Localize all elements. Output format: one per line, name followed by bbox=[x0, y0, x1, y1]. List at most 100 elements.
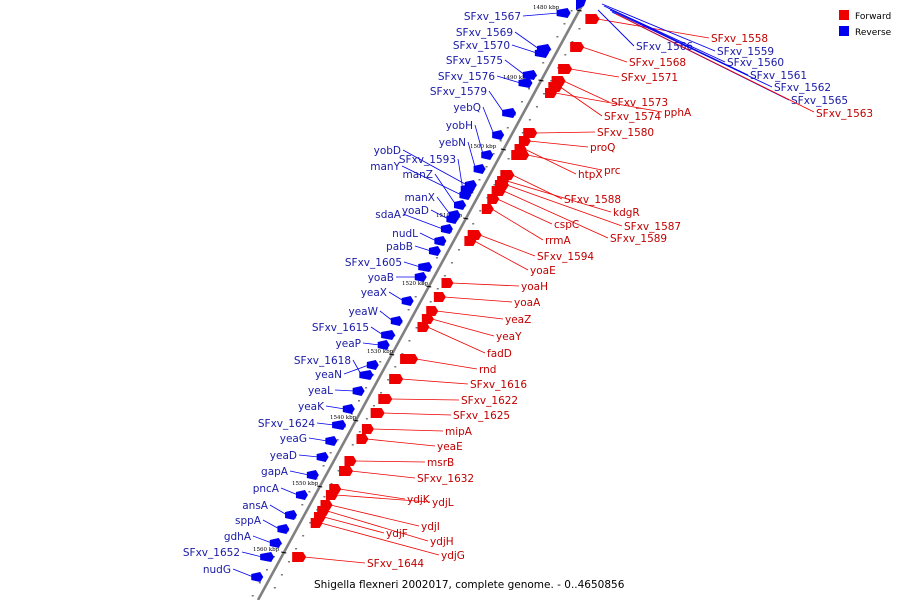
minor-feature-mark bbox=[429, 301, 432, 303]
reverse-feature-yeaD bbox=[316, 452, 329, 462]
minor-feature-mark bbox=[542, 62, 545, 64]
minor-feature-mark bbox=[301, 504, 304, 506]
forward-label-ydjG: ydjG bbox=[441, 550, 465, 562]
reverse-leader-SFxv_1576 bbox=[496, 75, 521, 84]
tick-label: 1530 kbp bbox=[367, 349, 394, 355]
minor-feature-mark bbox=[563, 23, 566, 25]
forward-leader-SFxv_1563 bbox=[615, 13, 815, 113]
forward-leader-SFxv_1644 bbox=[304, 556, 366, 564]
reverse-feature-yebN bbox=[473, 164, 486, 174]
minor-feature-mark bbox=[535, 106, 538, 108]
reverse-label-SFxv_1593: SFxv_1593 bbox=[399, 154, 456, 166]
forward-label-SFxv_1616: SFxv_1616 bbox=[470, 379, 527, 391]
forward-feature-SFxv_1580 bbox=[523, 128, 538, 138]
forward-label-SFxv_1571: SFxv_1571 bbox=[621, 72, 678, 84]
minor-feature-mark bbox=[273, 587, 276, 589]
minor-feature-mark bbox=[251, 595, 254, 597]
forward-feature-top bbox=[592, 14, 600, 20]
reverse-feature-gapA bbox=[306, 470, 319, 480]
reverse-label-SFxv_1559: SFxv_1559 bbox=[717, 46, 774, 58]
reverse-leader-yobD bbox=[402, 149, 468, 186]
reverse-feature-yeaP bbox=[377, 340, 390, 350]
reverse-label-yoaD: yoaD bbox=[402, 205, 429, 217]
forward-label-SFxv_1622: SFxv_1622 bbox=[461, 395, 518, 407]
forward-label-SFxv_1625: SFxv_1625 bbox=[453, 410, 510, 422]
reverse-leader-yoaD bbox=[430, 209, 449, 220]
reverse-label-yeaN: yeaN bbox=[315, 369, 342, 381]
forward-label-fadD: fadD bbox=[487, 348, 512, 360]
minor-feature-mark bbox=[478, 179, 481, 181]
reverse-label-SFxv_1569: SFxv_1569 bbox=[456, 27, 513, 39]
reverse-label-SFxv_1561: SFxv_1561 bbox=[750, 70, 807, 82]
forward-leader-prc bbox=[527, 154, 603, 171]
forward-label-prc: prc bbox=[604, 165, 621, 177]
reverse-label-SFxv_1565: SFxv_1565 bbox=[791, 95, 848, 107]
forward-feature-yoaA bbox=[433, 292, 446, 302]
forward-feature-SFxv_1625 bbox=[370, 408, 385, 418]
tick-mark bbox=[500, 148, 506, 151]
forward-leader-rrmA bbox=[491, 208, 544, 241]
reverse-feature-SFxv_1605 bbox=[418, 262, 433, 272]
reverse-leader-manZ bbox=[434, 173, 457, 206]
reverse-feature-top bbox=[576, 0, 586, 10]
reverse-label-SFxv_1566: SFxv_1566 bbox=[636, 41, 693, 53]
reverse-feature-yeaX bbox=[401, 296, 414, 306]
reverse-label-SFxv_1605: SFxv_1605 bbox=[345, 257, 402, 269]
forward-label-yoaE: yoaE bbox=[530, 265, 556, 277]
reverse-label-yeaL: yeaL bbox=[308, 385, 333, 397]
forward-label-SFxv_1568: SFxv_1568 bbox=[629, 57, 686, 69]
forward-label-ydjI: ydjI bbox=[421, 521, 440, 533]
minor-feature-mark bbox=[493, 184, 496, 186]
minor-feature-mark bbox=[408, 340, 411, 342]
minor-feature-mark bbox=[323, 496, 326, 498]
reverse-feature-pncA bbox=[295, 490, 308, 500]
minor-feature-mark bbox=[492, 153, 495, 155]
minor-feature-mark bbox=[458, 249, 461, 251]
reverse-label-yobD: yobD bbox=[374, 145, 401, 157]
forward-label-yoaA: yoaA bbox=[514, 297, 541, 309]
tick-label: 1550 kbp bbox=[292, 481, 319, 487]
reverse-leader-yeaX bbox=[388, 291, 404, 302]
forward-leader-SFxv_1594 bbox=[479, 234, 536, 257]
forward-leader-yeaZ bbox=[436, 310, 504, 320]
reverse-feature-sppA bbox=[277, 524, 290, 534]
minor-feature-mark bbox=[556, 36, 559, 38]
reverse-leader-gapA bbox=[289, 470, 309, 476]
reverse-label-SFxv_1652: SFxv_1652 bbox=[183, 547, 240, 559]
tick-mark bbox=[317, 485, 323, 488]
minor-feature-mark bbox=[415, 327, 418, 329]
forward-feature-ydjL bbox=[325, 490, 338, 500]
minor-feature-mark bbox=[280, 574, 283, 576]
tick-mark bbox=[463, 217, 469, 220]
reverse-feature-yeaN bbox=[366, 360, 379, 370]
forward-feature-proQ bbox=[518, 136, 531, 146]
forward-label-ydjK: ydjK bbox=[407, 494, 431, 506]
minor-feature-mark bbox=[571, 41, 574, 43]
minor-feature-mark bbox=[506, 127, 509, 129]
tick-label: 1560 kbp bbox=[253, 547, 280, 553]
minor-feature-mark bbox=[550, 80, 553, 82]
minor-feature-mark bbox=[401, 353, 404, 355]
minor-feature-mark bbox=[337, 470, 340, 472]
reverse-leader-sppA bbox=[262, 519, 280, 530]
reverse-leader-yeaD bbox=[298, 454, 319, 458]
minor-feature-mark bbox=[379, 361, 382, 363]
forward-leader-kdgR bbox=[506, 180, 612, 213]
reverse-label-nudG: nudG bbox=[203, 564, 231, 576]
forward-leader-yoaH bbox=[451, 282, 520, 287]
forward-label-SFxv_1558: SFxv_1558 bbox=[711, 33, 768, 45]
reverse-leader-yeaW bbox=[379, 310, 394, 322]
reverse-feature-yoaD bbox=[446, 214, 459, 224]
forward-leader-SFxv_1625 bbox=[382, 412, 452, 416]
forward-leader-ydjF bbox=[323, 516, 385, 534]
minor-feature-mark bbox=[421, 283, 424, 285]
forward-label-SFxv_1594: SFxv_1594 bbox=[537, 251, 594, 263]
reverse-leader-nudL bbox=[419, 232, 437, 242]
forward-label-mipA: mipA bbox=[445, 426, 473, 438]
forward-leader-SFxv_1573 bbox=[563, 80, 610, 103]
minor-feature-mark bbox=[450, 262, 453, 264]
reverse-leader-ansA bbox=[269, 504, 288, 516]
reverse-feature-SFxv_1576 bbox=[518, 78, 533, 88]
forward-leader-ydjI bbox=[330, 504, 420, 527]
reverse-feature-manY bbox=[459, 190, 472, 200]
